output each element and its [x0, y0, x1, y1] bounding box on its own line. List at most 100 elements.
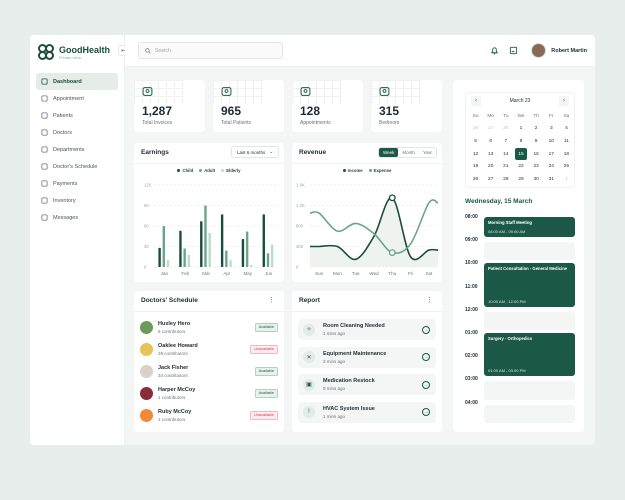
doctor-row[interactable]: Ruby McCoy 1 contributors Unavailable: [140, 406, 278, 424]
event-time: 10:00 AM - 12:00 PM: [488, 298, 526, 304]
doctor-row[interactable]: Huxley Hero 6 contributors Available: [140, 318, 278, 336]
bar-elderly: [187, 254, 191, 267]
calendar-day[interactable]: 15: [514, 147, 528, 161]
calendar-day[interactable]: 30: [533, 176, 539, 182]
time-label: 04:00: [465, 399, 478, 406]
y-tick-label: 400: [296, 244, 304, 249]
calendar-day[interactable]: 21: [503, 164, 509, 170]
calendar-day[interactable]: 22: [518, 164, 524, 170]
calendar-day[interactable]: 23: [533, 164, 539, 170]
search-input[interactable]: Search: [138, 42, 283, 59]
calendar: ‹ March 23 › Su Mo Tu We Th Fr Sa 26 27 28 1 2 3 4 5 6 7…: [465, 92, 575, 188]
calendar-day[interactable]: 10: [548, 138, 554, 144]
y-tick-label: 0: [296, 265, 299, 270]
message-icon[interactable]: [509, 46, 518, 55]
tab-year[interactable]: Year: [422, 150, 432, 155]
schedule-event[interactable]: Morning Staff Meeting 08:00 AM - 09:00 AM: [484, 217, 575, 238]
calendar-day[interactable]: 1: [519, 126, 523, 132]
calendar-day[interactable]: 1: [565, 176, 568, 182]
sidebar-item-doctor-s-schedule[interactable]: Doctor's Schedule: [36, 158, 118, 175]
calendar-day[interactable]: 26: [472, 176, 479, 182]
earnings-title: Earnings: [141, 149, 169, 156]
arrow-right-icon[interactable]: →: [422, 380, 430, 389]
sidebar-item-messages[interactable]: Messages: [36, 209, 118, 226]
x-tick-label: Fri: [408, 271, 413, 276]
earnings-card: Earnings Last 6 months ⌄ Child Adult Elderl…: [134, 143, 284, 282]
doctor-row[interactable]: Harper McCoy 1 contributors Available: [140, 384, 278, 402]
report-title: Report: [299, 297, 320, 304]
arrow-right-icon[interactable]: →: [422, 353, 430, 361]
calendar-day[interactable]: 6: [489, 138, 493, 144]
revenue-title: Revenue: [299, 149, 327, 156]
calendar-day[interactable]: 18: [563, 151, 570, 157]
stat-value: 965: [221, 104, 242, 118]
schedule-event[interactable]: Surgery - Orthopedics 01:00 AM - 03:00 PM: [484, 333, 575, 377]
calendar-day[interactable]: 2: [534, 126, 538, 132]
tab-week[interactable]: Week: [378, 148, 399, 157]
sidebar-item-appointment[interactable]: Appointment: [36, 90, 118, 107]
earnings-period-dropdown[interactable]: Last 6 months ⌄: [230, 146, 279, 158]
doctor-row[interactable]: Jack Fisher 34 contributors Available: [140, 362, 278, 380]
sidebar-item-patients[interactable]: Patients: [36, 107, 118, 124]
calendar-day[interactable]: 27: [488, 176, 494, 182]
calendar-day[interactable]: 3: [549, 126, 553, 132]
time-label: 02:00: [465, 353, 478, 360]
calendar-day[interactable]: 26: [472, 126, 479, 132]
arrow-right-icon[interactable]: →: [422, 408, 430, 416]
revenue-period-tabs: Week Month Year: [377, 147, 437, 158]
stat-label: Total Patients: [221, 120, 252, 126]
legend-item: Income: [342, 168, 363, 173]
calendar-day[interactable]: 12: [472, 151, 479, 157]
doctor-row[interactable]: Oaklee Howard 29 contributors Unavailable: [140, 340, 278, 358]
calendar-day[interactable]: 14: [503, 151, 509, 157]
calendar-day[interactable]: 27: [488, 126, 494, 132]
calendar-day[interactable]: 20: [488, 164, 494, 170]
sidebar-item-departments[interactable]: Departments: [36, 141, 118, 158]
calendar-day[interactable]: 28: [503, 126, 509, 132]
sidebar-item-label: Patients: [53, 112, 73, 119]
more-icon[interactable]: ⋮: [268, 297, 275, 304]
legend-item: Elderly: [221, 168, 241, 173]
calendar-day[interactable]: 8: [519, 138, 523, 144]
calendar-day[interactable]: 25: [563, 164, 570, 170]
calendar-day[interactable]: 31: [548, 176, 554, 182]
calendar-day[interactable]: 17: [548, 151, 554, 157]
next-month-button[interactable]: ›: [559, 96, 569, 106]
empty-slot[interactable]: [484, 311, 575, 330]
prev-month-button[interactable]: ‹: [471, 96, 481, 106]
calendar-day[interactable]: 7: [504, 138, 508, 144]
doctor-contributors: 1 contributors: [158, 394, 186, 400]
calendar-day[interactable]: 4: [565, 126, 568, 132]
calendar-day[interactable]: 16: [533, 151, 539, 157]
report-item[interactable]: ✕ Equipment Maintenance 3 mins ago →: [298, 346, 436, 368]
weekday-label: Sa: [563, 113, 570, 119]
sidebar-item-dashboard[interactable]: Dashboard: [36, 73, 118, 90]
empty-slot[interactable]: [484, 242, 575, 261]
arrow-right-icon[interactable]: →: [422, 325, 430, 334]
calendar-day[interactable]: 24: [548, 164, 554, 170]
calendar-day[interactable]: 28: [503, 176, 509, 182]
tab-month[interactable]: Month: [402, 150, 415, 155]
legend-item: Child: [177, 168, 193, 173]
empty-slot[interactable]: [484, 381, 575, 400]
empty-slot[interactable]: [484, 404, 575, 423]
report-time: 1 mins ago: [323, 331, 346, 336]
sidebar-item-inventory[interactable]: Inventory: [36, 192, 118, 209]
more-icon[interactable]: ⋮: [426, 297, 433, 304]
user-menu[interactable]: Robert Martin: [531, 43, 587, 58]
report-item[interactable]: ▣ Medication Restock 5 mins ago →: [298, 374, 436, 395]
sidebar-item-doctors[interactable]: Doctors: [36, 124, 118, 141]
calendar-day[interactable]: 29: [518, 176, 524, 182]
calendar-day[interactable]: 9: [534, 138, 538, 144]
report-item[interactable]: ✧ Room Cleaning Needed 1 mins ago →: [298, 319, 436, 340]
status-badge: Unavailable: [250, 344, 278, 354]
bell-icon[interactable]: [490, 46, 499, 55]
schedule-event[interactable]: Patient Consultation - General Medicine 1…: [484, 263, 575, 307]
sidebar-item-payments[interactable]: Payments: [36, 175, 118, 192]
x-tick-label: Sun: [315, 271, 324, 276]
calendar-day[interactable]: 5: [474, 138, 477, 144]
calendar-day[interactable]: 11: [563, 138, 569, 144]
calendar-day[interactable]: 13: [488, 151, 494, 157]
calendar-day[interactable]: 19: [472, 164, 479, 170]
report-item[interactable]: ! HVAC System Issue 1 mins ago →: [298, 401, 436, 423]
